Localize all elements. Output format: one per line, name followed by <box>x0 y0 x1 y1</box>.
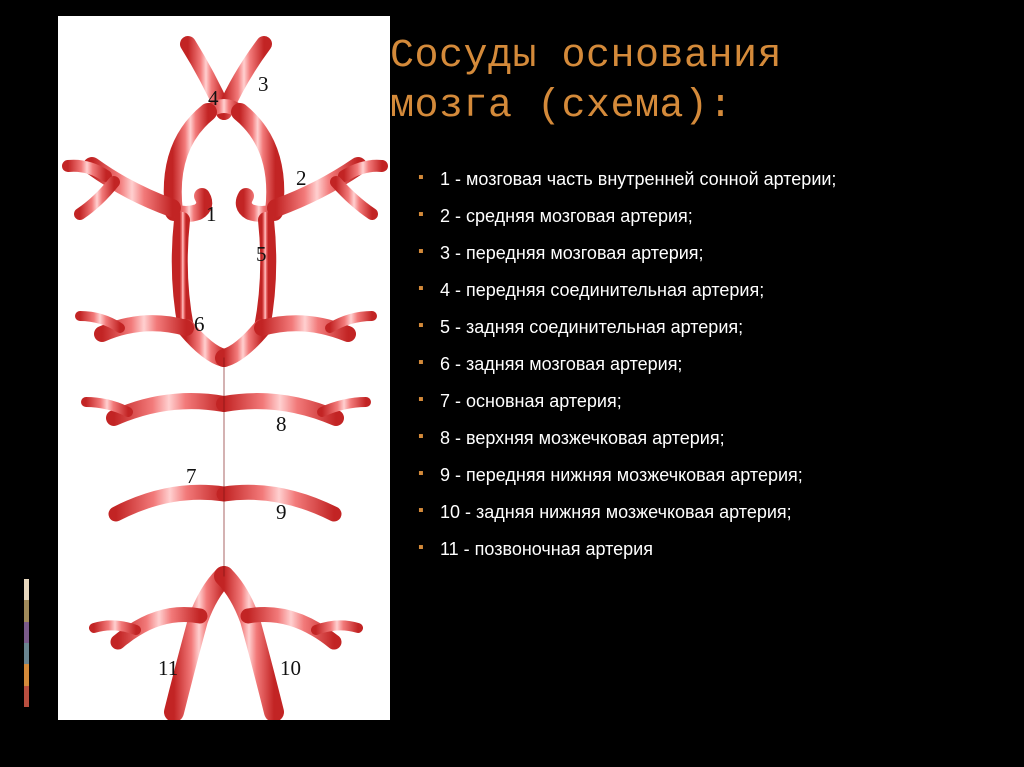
accent-swatch <box>24 664 29 685</box>
accent-swatch <box>24 622 29 643</box>
slide: Сосуды основания мозга (схема): 1 - мозг… <box>0 0 1024 767</box>
slide-title: Сосуды основания мозга (схема): <box>390 32 782 132</box>
accent-swatch <box>24 686 29 707</box>
accent-bar <box>24 579 29 707</box>
legend-text: 1 - мозговая часть внутренней сонной арт… <box>440 169 836 189</box>
diagram-label-6: 6 <box>194 312 205 337</box>
legend-text: 6 - задняя мозговая артерия; <box>440 354 682 374</box>
legend-text: 11 - позвоночная артерия <box>440 539 653 559</box>
legend-text: 3 - передняя мозговая артерия; <box>440 243 704 263</box>
legend-text: 5 - задняя соединительная артерия; <box>440 317 743 337</box>
title-line-1: Сосуды основания <box>390 34 782 79</box>
legend-text: 2 - средняя мозговая артерия; <box>440 206 693 226</box>
legend-text: 9 - передняя нижняя мозжечковая артерия; <box>440 465 803 485</box>
legend-list: 1 - мозговая часть внутренней сонной арт… <box>418 168 998 575</box>
diagram-label-9: 9 <box>276 500 287 525</box>
diagram-label-11: 11 <box>158 656 178 681</box>
legend-item: 3 - передняя мозговая артерия; <box>418 242 998 265</box>
diagram-label-3: 3 <box>258 72 269 97</box>
diagram-label-8: 8 <box>276 412 287 437</box>
diagram-label-7: 7 <box>186 464 197 489</box>
legend-text: 8 - верхняя мозжечковая артерия; <box>440 428 725 448</box>
arteries-svg <box>58 16 390 720</box>
legend-item: 2 - средняя мозговая артерия; <box>418 205 998 228</box>
accent-swatch <box>24 600 29 621</box>
accent-swatch <box>24 579 29 600</box>
legend-item: 11 - позвоночная артерия <box>418 538 998 561</box>
title-line-2: мозга (схема): <box>390 84 733 129</box>
legend-item: 6 - задняя мозговая артерия; <box>418 353 998 376</box>
accent-swatch <box>24 643 29 664</box>
legend-item: 4 - передняя соединительная артерия; <box>418 279 998 302</box>
diagram-label-5: 5 <box>256 242 267 267</box>
legend-item: 10 - задняя нижняя мозжечковая артерия; <box>418 501 998 524</box>
legend-item: 9 - передняя нижняя мозжечковая артерия; <box>418 464 998 487</box>
diagram-label-10: 10 <box>280 656 301 681</box>
legend-item: 5 - задняя соединительная артерия; <box>418 316 998 339</box>
legend-text: 4 - передняя соединительная артерия; <box>440 280 764 300</box>
legend-text: 7 - основная артерия; <box>440 391 622 411</box>
legend-item: 8 - верхняя мозжечковая артерия; <box>418 427 998 450</box>
diagram-label-4: 4 <box>208 86 219 111</box>
legend-text: 10 - задняя нижняя мозжечковая артерия; <box>440 502 792 522</box>
legend-item: 1 - мозговая часть внутренней сонной арт… <box>418 168 998 191</box>
legend-item: 7 - основная артерия; <box>418 390 998 413</box>
diagram-label-1: 1 <box>206 202 217 227</box>
anatomy-diagram: 1 2 3 4 5 6 7 8 9 10 11 <box>58 16 390 720</box>
diagram-label-2: 2 <box>296 166 307 191</box>
